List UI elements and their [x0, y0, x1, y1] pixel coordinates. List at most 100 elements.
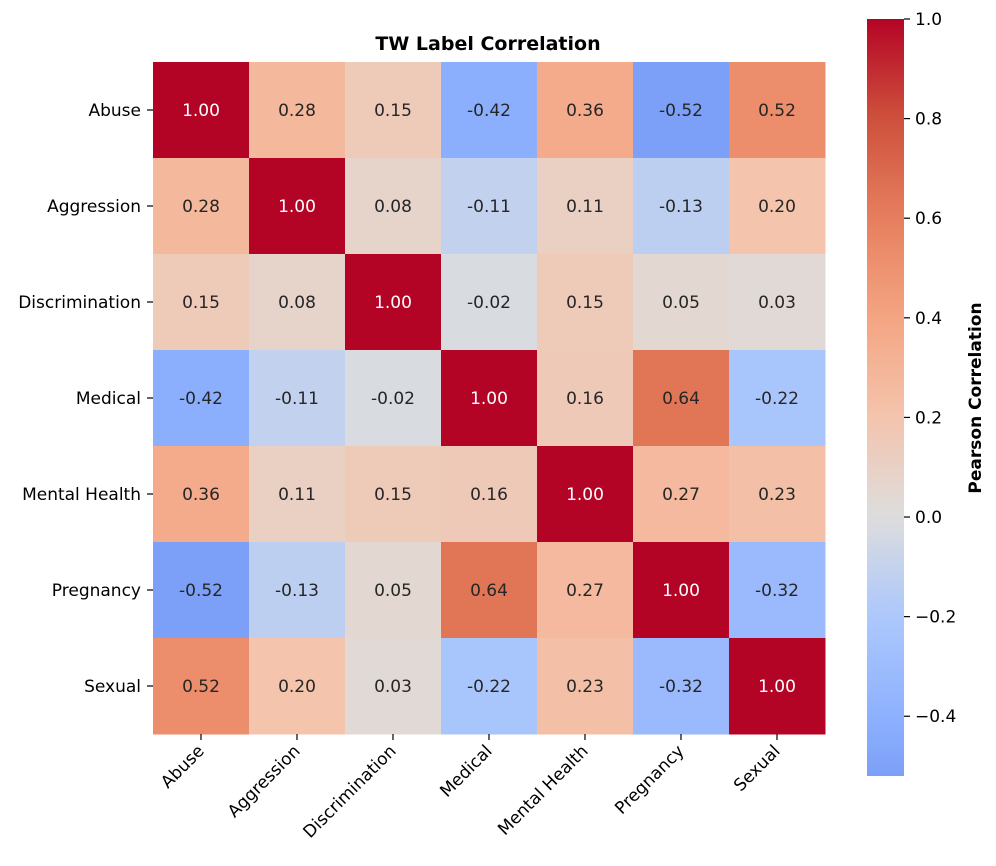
heatmap-cell — [345, 542, 442, 639]
cell-value-label: -0.11 — [275, 389, 319, 409]
cell-value-label: -0.02 — [371, 389, 415, 409]
cell-value-label: 1.00 — [374, 293, 412, 313]
cell-value-label: 0.23 — [758, 485, 796, 505]
colorbar: 1.0 0.8 0.6 0.4 0.2 0.0 −0.2 −0.4 — [867, 10, 956, 776]
cell-value-label: 0.11 — [566, 197, 604, 217]
colorbar-label: Pearson Correlation — [966, 302, 986, 493]
heatmap-cell — [537, 350, 634, 447]
cell-value-label: 1.00 — [278, 197, 316, 217]
heatmap-cell — [441, 254, 538, 351]
heatmap-cell — [441, 446, 538, 543]
heatmap-cell — [441, 638, 538, 735]
cell-value-label: 0.20 — [278, 677, 316, 697]
row-tick-label: Aggression — [47, 197, 141, 217]
cell-value-label: 0.52 — [182, 677, 220, 697]
heatmap-cell — [633, 638, 730, 735]
cell-value-label: 0.20 — [758, 197, 796, 217]
row-tick-label: Pregnancy — [52, 581, 141, 601]
heatmap-cell — [729, 638, 826, 735]
heatmap-cell — [537, 254, 634, 351]
heatmap-cell — [729, 350, 826, 447]
row-tick-label: Sexual — [84, 677, 141, 697]
heatmap-cell — [537, 446, 634, 543]
column-tick-label: Mental Health — [494, 741, 592, 839]
cell-value-label: 0.03 — [758, 293, 796, 313]
heatmap-cell — [729, 254, 826, 351]
heatmap-cell — [153, 446, 250, 543]
cell-value-label: -0.32 — [755, 581, 799, 601]
cell-value-label: -0.52 — [659, 101, 703, 121]
cell-value-label: -0.32 — [659, 677, 703, 697]
cell-value-label: 0.36 — [182, 485, 220, 505]
column-tick-label: Medical — [436, 741, 496, 801]
heatmap-cell — [441, 62, 538, 159]
heatmap-cell — [633, 446, 730, 543]
colorbar-tick-label: −0.4 — [915, 707, 956, 727]
heatmap-cell — [249, 158, 346, 255]
heatmap-cell — [441, 542, 538, 639]
colorbar-tick-label: 0.4 — [915, 309, 942, 329]
cell-value-label: -0.42 — [467, 101, 511, 121]
cell-value-label: -0.22 — [467, 677, 511, 697]
heatmap-cell — [249, 446, 346, 543]
heatmap-cell — [345, 158, 442, 255]
heatmap-cell — [345, 638, 442, 735]
cell-value-label: 0.36 — [566, 101, 604, 121]
cell-value-label: 0.15 — [374, 485, 412, 505]
heatmap-cell — [537, 62, 634, 159]
row-tick-label: Medical — [76, 389, 141, 409]
cell-value-label: 1.00 — [182, 101, 220, 121]
heatmap-cells: 1.00 0.28 0.15 -0.42 0.36 -0.52 0.52 0.28 1.00 0.… — [153, 62, 826, 735]
cell-value-label: 0.15 — [374, 101, 412, 121]
cell-value-label: 0.16 — [470, 485, 508, 505]
heatmap-cell — [729, 542, 826, 639]
cell-value-label: -0.52 — [179, 581, 223, 601]
heatmap-cell — [441, 158, 538, 255]
heatmap-cell — [345, 254, 442, 351]
heatmap-cell — [153, 62, 250, 159]
heatmap-cell — [153, 350, 250, 447]
cell-value-label: 0.28 — [182, 197, 220, 217]
column-tick-label: Pregnancy — [611, 741, 688, 818]
heatmap-cell — [633, 350, 730, 447]
heatmap-cell — [153, 638, 250, 735]
cell-value-label: -0.02 — [467, 293, 511, 313]
heatmap-cell — [633, 62, 730, 159]
cell-value-label: 1.00 — [470, 389, 508, 409]
heatmap-cell — [537, 542, 634, 639]
heatmap-cell — [249, 62, 346, 159]
heatmap-cell — [729, 446, 826, 543]
heatmap-cell — [345, 350, 442, 447]
cell-value-label: -0.11 — [467, 197, 511, 217]
heatmap-cell — [153, 158, 250, 255]
row-tick-label: Mental Health — [22, 485, 141, 505]
heatmap-cell — [345, 62, 442, 159]
colorbar-tick-label: 0.8 — [915, 110, 942, 130]
colorbar-gradient — [867, 19, 904, 776]
column-tick-label: Aggression — [224, 741, 305, 822]
heatmap-cell — [729, 158, 826, 255]
heatmap-cell — [633, 542, 730, 639]
heatmap-cell — [729, 62, 826, 159]
column-tick-label: Sexual — [730, 741, 784, 795]
cell-value-label: -0.13 — [659, 197, 703, 217]
heatmap-cell — [153, 542, 250, 639]
cell-value-label: 1.00 — [662, 581, 700, 601]
cell-value-label: 0.08 — [374, 197, 412, 217]
cell-value-label: 1.00 — [566, 485, 604, 505]
heatmap-cell — [249, 350, 346, 447]
heatmap-cell — [249, 638, 346, 735]
cell-value-label: 0.03 — [374, 677, 412, 697]
column-tick-label: Abuse — [157, 741, 208, 792]
cell-value-label: 0.05 — [662, 293, 700, 313]
cell-value-label: 0.52 — [758, 101, 796, 121]
cell-value-label: 0.23 — [566, 677, 604, 697]
cell-value-label: 0.27 — [662, 485, 700, 505]
colorbar-tick-label: 0.2 — [915, 408, 942, 428]
cell-value-label: 1.00 — [758, 677, 796, 697]
heatmap-cell — [441, 350, 538, 447]
cell-value-label: -0.42 — [179, 389, 223, 409]
cell-value-label: 0.08 — [278, 293, 316, 313]
